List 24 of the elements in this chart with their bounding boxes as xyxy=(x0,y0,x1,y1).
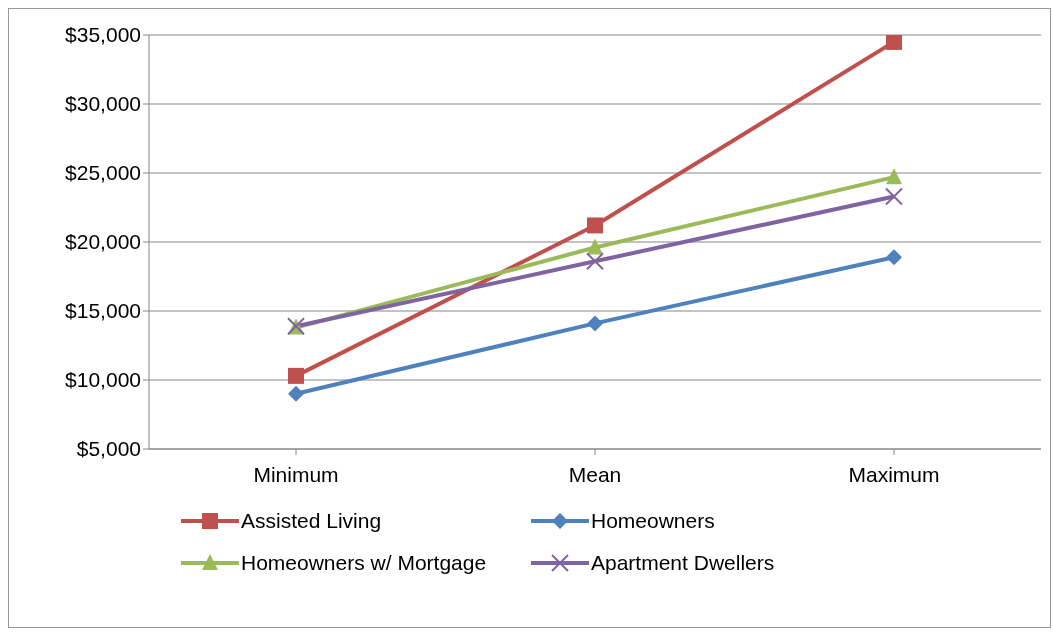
y-tick-label: $10,000 xyxy=(65,368,141,392)
y-tick-label: $15,000 xyxy=(65,299,141,323)
x-tick-label: Minimum xyxy=(253,462,339,486)
x-tick-label: Maximum xyxy=(848,462,940,486)
point xyxy=(587,217,603,234)
y-tick-label: $30,000 xyxy=(65,92,141,116)
y-tick-label: $35,000 xyxy=(65,23,141,47)
point xyxy=(586,252,604,271)
point xyxy=(885,187,903,206)
point xyxy=(886,35,902,50)
y-tick-label: $20,000 xyxy=(65,230,141,254)
legend-label: Homeowners w/ Mortgage xyxy=(241,551,487,575)
legend-label: Assisted Living xyxy=(241,509,382,533)
point xyxy=(288,385,304,402)
point xyxy=(587,238,603,255)
point xyxy=(886,168,902,185)
point xyxy=(886,249,902,266)
y-tick-label: $25,000 xyxy=(65,161,141,185)
y-tick-label: $5,000 xyxy=(76,437,141,461)
x-tick-label: Mean xyxy=(568,462,622,486)
point xyxy=(288,367,304,384)
legend-label: Homeowners xyxy=(591,509,715,533)
point xyxy=(587,315,603,332)
legend-label: Apartment Dwellers xyxy=(591,551,775,575)
